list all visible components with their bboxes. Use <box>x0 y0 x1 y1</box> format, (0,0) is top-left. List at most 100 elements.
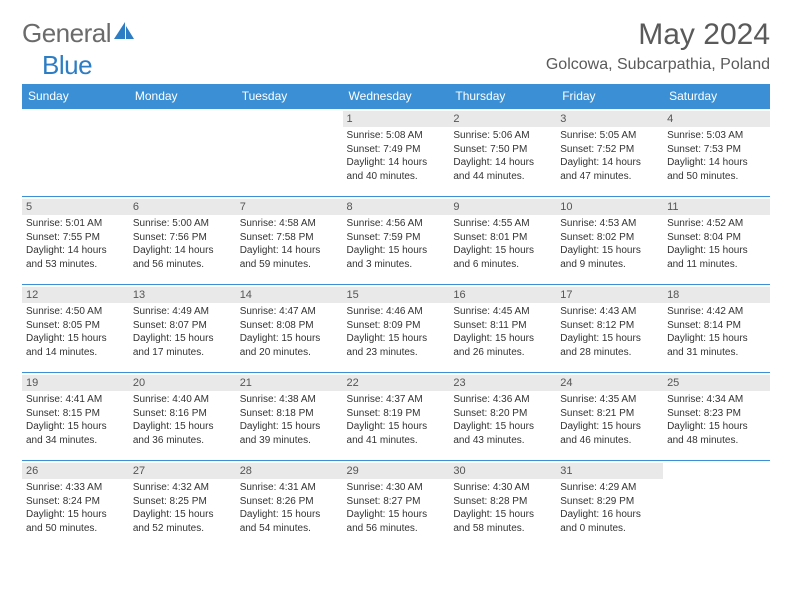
calendar-day-cell: 10Sunrise: 4:53 AMSunset: 8:02 PMDayligh… <box>556 197 663 285</box>
day-details: Sunrise: 4:45 AMSunset: 8:11 PMDaylight:… <box>453 305 552 359</box>
day-number: 23 <box>449 375 556 391</box>
weekday-header-row: SundayMondayTuesdayWednesdayThursdayFrid… <box>22 84 770 109</box>
calendar-day-cell: 31 Sunrise: 4:29 AMSunset: 8:29 PMDayligh… <box>556 461 663 549</box>
day-details: Sunrise: 4:47 AMSunset: 8:08 PMDaylight:… <box>240 305 339 359</box>
calendar-day-cell: 28 Sunrise: 4:31 AMSunset: 8:26 PMDayligh… <box>236 461 343 549</box>
day-number: 24 <box>556 375 663 391</box>
day-number: 31 <box>556 463 663 479</box>
day-number: 3 <box>556 111 663 127</box>
day-number: 16 <box>449 287 556 303</box>
calendar-day-cell: 25 Sunrise: 4:34 AMSunset: 8:23 PMDayligh… <box>663 373 770 461</box>
calendar-day-cell: . <box>236 109 343 197</box>
weekday-header: Tuesday <box>236 84 343 109</box>
day-number: 30 <box>449 463 556 479</box>
calendar-day-cell: 6Sunrise: 5:00 AMSunset: 7:56 PMDaylight… <box>129 197 236 285</box>
day-details: Sunrise: 4:30 AMSunset: 8:27 PMDaylight:… <box>347 481 446 535</box>
calendar-day-cell: 3 Sunrise: 5:05 AMSunset: 7:52 PMDaylight… <box>556 109 663 197</box>
day-details: Sunrise: 4:35 AMSunset: 8:21 PMDaylight:… <box>560 393 659 447</box>
day-details: Sunrise: 4:41 AMSunset: 8:15 PMDaylight:… <box>26 393 125 447</box>
day-number: 26 <box>22 463 129 479</box>
day-details: Sunrise: 4:42 AMSunset: 8:14 PMDaylight:… <box>667 305 766 359</box>
day-number: 21 <box>236 375 343 391</box>
calendar-day-cell: 27Sunrise: 4:32 AMSunset: 8:25 PMDayligh… <box>129 461 236 549</box>
day-number: 13 <box>129 287 236 303</box>
day-details: Sunrise: 5:03 AMSunset: 7:53 PMDaylight:… <box>667 129 766 183</box>
day-number: 17 <box>556 287 663 303</box>
day-number: 11 <box>663 199 770 215</box>
day-details: Sunrise: 4:52 AMSunset: 8:04 PMDaylight:… <box>667 217 766 271</box>
day-details: Sunrise: 4:36 AMSunset: 8:20 PMDaylight:… <box>453 393 552 447</box>
calendar-day-cell: 20 Sunrise: 4:40 AMSunset: 8:16 PMDayligh… <box>129 373 236 461</box>
calendar-day-cell: 23 Sunrise: 4:36 AMSunset: 8:20 PMDayligh… <box>449 373 556 461</box>
day-details: Sunrise: 4:38 AMSunset: 8:18 PMDaylight:… <box>240 393 339 447</box>
day-details: Sunrise: 4:40 AMSunset: 8:16 PMDaylight:… <box>133 393 232 447</box>
day-number: 14 <box>236 287 343 303</box>
calendar-week-row: ...1Sunrise: 5:08 AMSunset: 7:49 PMDayli… <box>22 109 770 197</box>
day-details: Sunrise: 4:34 AMSunset: 8:23 PMDaylight:… <box>667 393 766 447</box>
day-details: Sunrise: 5:01 AMSunset: 7:55 PMDaylight:… <box>26 217 125 271</box>
day-number: 15 <box>343 287 450 303</box>
day-number: 22 <box>343 375 450 391</box>
calendar-day-cell: 24 Sunrise: 4:35 AMSunset: 8:21 PMDayligh… <box>556 373 663 461</box>
brand-sail-icon <box>113 21 135 46</box>
day-number: 28 <box>236 463 343 479</box>
calendar-day-cell: 8Sunrise: 4:56 AMSunset: 7:59 PMDaylight… <box>343 197 450 285</box>
calendar-table: SundayMondayTuesdayWednesdayThursdayFrid… <box>22 84 770 549</box>
day-number: 25 <box>663 375 770 391</box>
day-number: 4 <box>663 111 770 127</box>
page-header: General May 2024 Golcowa, Subcarpathia, … <box>22 18 770 74</box>
brand-name-2: Blue <box>42 50 92 81</box>
day-number: 19 <box>22 375 129 391</box>
weekday-header: Thursday <box>449 84 556 109</box>
calendar-day-cell: . <box>663 461 770 549</box>
calendar-day-cell: 5 Sunrise: 5:01 AMSunset: 7:55 PMDaylight… <box>22 197 129 285</box>
calendar-day-cell: 14 Sunrise: 4:47 AMSunset: 8:08 PMDayligh… <box>236 285 343 373</box>
calendar-week-row: 26 Sunrise: 4:33 AMSunset: 8:24 PMDayligh… <box>22 461 770 549</box>
calendar-day-cell: 21 Sunrise: 4:38 AMSunset: 8:18 PMDayligh… <box>236 373 343 461</box>
day-details: Sunrise: 4:43 AMSunset: 8:12 PMDaylight:… <box>560 305 659 359</box>
day-details: Sunrise: 5:05 AMSunset: 7:52 PMDaylight:… <box>560 129 659 183</box>
calendar-day-cell: 29 Sunrise: 4:30 AMSunset: 8:27 PMDayligh… <box>343 461 450 549</box>
calendar-day-cell: 19 Sunrise: 4:41 AMSunset: 8:15 PMDayligh… <box>22 373 129 461</box>
day-number: 10 <box>556 199 663 215</box>
calendar-day-cell: 16 Sunrise: 4:45 AMSunset: 8:11 PMDayligh… <box>449 285 556 373</box>
calendar-day-cell: 12 Sunrise: 4:50 AMSunset: 8:05 PMDayligh… <box>22 285 129 373</box>
day-number: 1 <box>343 111 450 127</box>
calendar-day-cell: 1 Sunrise: 5:08 AMSunset: 7:49 PMDaylight… <box>343 109 450 197</box>
day-number: 29 <box>343 463 450 479</box>
day-number: 18 <box>663 287 770 303</box>
calendar-day-cell: 4 Sunrise: 5:03 AMSunset: 7:53 PMDaylight… <box>663 109 770 197</box>
calendar-week-row: 19 Sunrise: 4:41 AMSunset: 8:15 PMDayligh… <box>22 373 770 461</box>
day-number: 20 <box>129 375 236 391</box>
day-details: Sunrise: 4:37 AMSunset: 8:19 PMDaylight:… <box>347 393 446 447</box>
day-number: 5 <box>22 199 129 215</box>
calendar-week-row: 12 Sunrise: 4:50 AMSunset: 8:05 PMDayligh… <box>22 285 770 373</box>
day-details: Sunrise: 4:56 AMSunset: 7:59 PMDaylight:… <box>347 217 446 271</box>
weekday-header: Monday <box>129 84 236 109</box>
calendar-day-cell: . <box>129 109 236 197</box>
location-text: Golcowa, Subcarpathia, Poland <box>546 56 770 74</box>
day-number: 2 <box>449 111 556 127</box>
day-details: Sunrise: 4:58 AMSunset: 7:58 PMDaylight:… <box>240 217 339 271</box>
brand-logo: General <box>22 18 137 49</box>
title-block: May 2024 Golcowa, Subcarpathia, Poland <box>546 18 770 74</box>
calendar-day-cell: 22 Sunrise: 4:37 AMSunset: 8:19 PMDayligh… <box>343 373 450 461</box>
day-details: Sunrise: 4:30 AMSunset: 8:28 PMDaylight:… <box>453 481 552 535</box>
day-number: 6 <box>129 199 236 215</box>
day-details: Sunrise: 4:29 AMSunset: 8:29 PMDaylight:… <box>560 481 659 535</box>
day-details: Sunrise: 5:08 AMSunset: 7:49 PMDaylight:… <box>347 129 446 183</box>
day-details: Sunrise: 4:33 AMSunset: 8:24 PMDaylight:… <box>26 481 125 535</box>
day-details: Sunrise: 4:32 AMSunset: 8:25 PMDaylight:… <box>133 481 232 535</box>
brand-name-1: General <box>22 18 111 49</box>
weekday-header: Saturday <box>663 84 770 109</box>
day-number: 9 <box>449 199 556 215</box>
calendar-day-cell: 13Sunrise: 4:49 AMSunset: 8:07 PMDayligh… <box>129 285 236 373</box>
day-number: 12 <box>22 287 129 303</box>
calendar-week-row: 5 Sunrise: 5:01 AMSunset: 7:55 PMDaylight… <box>22 197 770 285</box>
day-details: Sunrise: 4:50 AMSunset: 8:05 PMDaylight:… <box>26 305 125 359</box>
month-title: May 2024 <box>546 18 770 52</box>
day-details: Sunrise: 4:31 AMSunset: 8:26 PMDaylight:… <box>240 481 339 535</box>
calendar-day-cell: 17 Sunrise: 4:43 AMSunset: 8:12 PMDayligh… <box>556 285 663 373</box>
weekday-header: Wednesday <box>343 84 450 109</box>
calendar-day-cell: . <box>22 109 129 197</box>
